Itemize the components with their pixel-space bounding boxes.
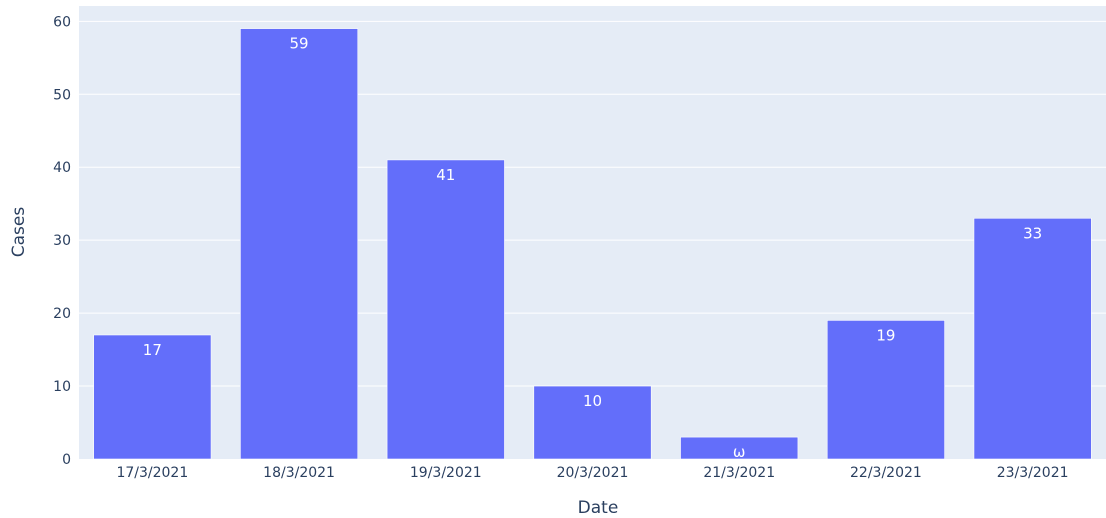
x-tick-labels: 17/3/2021 18/3/2021 19/3/2021 20/3/2021 21/3…	[116, 465, 1068, 481]
bar	[826, 320, 945, 460]
bar-value-label: ω	[733, 443, 746, 461]
y-axis-title: Cases	[9, 207, 29, 258]
bar-value-label: 59	[290, 35, 309, 53]
x-axis-title: Date	[578, 498, 619, 518]
bar	[533, 385, 652, 460]
bar	[93, 334, 212, 460]
bars	[93, 28, 1092, 460]
y-tick-label: 40	[53, 160, 71, 176]
bar	[973, 217, 1092, 460]
bar-value-label: 33	[1023, 224, 1042, 242]
y-tick-label: 50	[53, 87, 71, 103]
x-tick-label: 20/3/2021	[557, 465, 629, 481]
y-tick-labels: 0 10 20 30 40 50 60	[53, 14, 71, 468]
y-tick-label: 30	[53, 233, 71, 249]
x-tick-label: 17/3/2021	[116, 465, 188, 481]
y-tick-label: 20	[53, 306, 71, 322]
bar	[240, 28, 359, 460]
x-tick-label: 22/3/2021	[850, 465, 922, 481]
y-tick-label: 0	[62, 452, 71, 468]
bar-value-label: 17	[143, 341, 162, 359]
bar	[386, 159, 505, 460]
x-tick-label: 21/3/2021	[703, 465, 775, 481]
bar-value-label: 19	[876, 326, 895, 344]
bar-value-label: 41	[436, 166, 455, 184]
y-tick-label: 60	[53, 14, 71, 30]
bar-labels: 17 59 41 10 ω 19 33	[143, 35, 1042, 462]
bar	[680, 436, 799, 460]
bar-value-label: 10	[583, 392, 602, 410]
x-tick-label: 19/3/2021	[410, 465, 482, 481]
x-tick-label: 18/3/2021	[263, 465, 335, 481]
y-tick-label: 10	[53, 379, 71, 395]
x-tick-label: 23/3/2021	[997, 465, 1069, 481]
